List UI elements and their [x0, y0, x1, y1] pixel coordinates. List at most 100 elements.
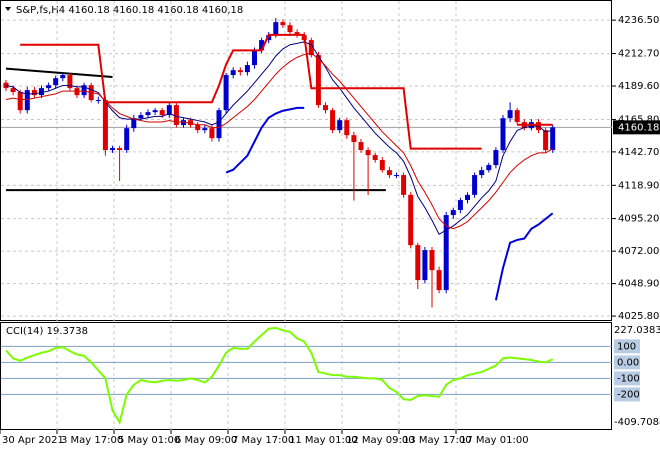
y2-tick-label: -200 [617, 389, 640, 400]
candle-body [67, 75, 73, 89]
y-tick-label: 4189.60 [618, 81, 659, 92]
candle-body [3, 82, 9, 89]
candle-body [365, 150, 371, 156]
candle-body [252, 50, 257, 66]
y-tick-label: 4095.20 [618, 214, 659, 225]
candle-body [386, 170, 392, 176]
y-tick-label: 4236.50 [618, 15, 659, 26]
cci-line [5, 326, 554, 426]
candle-body [273, 22, 279, 36]
level-label-box [614, 339, 640, 354]
candle-body [195, 125, 201, 131]
candle-body [166, 105, 172, 116]
candle-body [351, 135, 357, 143]
candle-body [372, 155, 378, 161]
candle-body [145, 112, 151, 116]
y-tick-label: 4118.90 [618, 180, 659, 191]
candle-body [138, 115, 144, 119]
candle-body [259, 40, 265, 51]
candle-body [308, 40, 314, 56]
candle-body [110, 148, 115, 151]
candle-body [102, 100, 108, 151]
candle-body [202, 128, 208, 131]
candle-body [394, 175, 399, 177]
menu-triangle [5, 7, 11, 11]
candle-body [344, 120, 350, 136]
y-tick-label: 4142.70 [618, 147, 659, 158]
candle-body [10, 88, 16, 93]
candle-body [408, 194, 414, 246]
candle-body [131, 118, 137, 129]
candle-body [550, 127, 556, 151]
candle-body [117, 148, 123, 151]
y-tick-label: 4025.80 [618, 311, 659, 322]
candle-body [443, 215, 449, 291]
y-tick-label: 4048.90 [618, 279, 659, 290]
candle-body [237, 70, 243, 73]
level-label-box [614, 371, 640, 386]
candle-body [514, 110, 520, 123]
y2-tick-label: 100 [617, 341, 636, 352]
candle-body [436, 270, 442, 291]
candle-body [287, 25, 293, 33]
indicator-line [494, 212, 554, 301]
candle-body [465, 194, 470, 201]
candle-body [457, 200, 463, 211]
level-label-box [614, 387, 640, 402]
y2-tick-label: -100 [617, 373, 640, 384]
candle-body [39, 88, 44, 96]
candle-body [280, 22, 286, 26]
candle-body [450, 210, 456, 216]
x-tick-label: 6 May 09:00 [175, 435, 237, 446]
x-tick-label: 11 May 01:00 [289, 435, 358, 446]
candle-body [159, 110, 165, 116]
level-label-box [614, 355, 640, 370]
candle-body [181, 120, 186, 126]
x-tick-label: 13 May 17:00 [403, 435, 472, 446]
x-tick-label: 30 Apr 2021 [2, 435, 64, 446]
candle-body [31, 90, 37, 96]
candle-body [53, 78, 59, 86]
last-price-label: 4160.18 [618, 122, 659, 133]
indicator-line [5, 52, 553, 230]
candle-body [422, 250, 428, 281]
candle-body [493, 150, 499, 166]
trend-line [5, 67, 113, 79]
candle-body [209, 128, 215, 139]
candle-body [17, 92, 23, 111]
candle-body [216, 110, 222, 139]
candle-body [358, 142, 364, 151]
candle-body [74, 88, 80, 96]
candle-body [24, 90, 30, 111]
x-tick-label: 7 May 17:00 [232, 435, 294, 446]
x-tick-label: 17 May 01:00 [460, 435, 529, 446]
candle-body [266, 35, 272, 41]
candle-body [223, 75, 229, 111]
indicator-line [20, 33, 482, 150]
y-tick-label: 4072.00 [618, 246, 659, 257]
candle-body [415, 245, 421, 281]
candle-body [323, 105, 328, 111]
y2-min-label: -409.7088 [614, 417, 660, 428]
last-price-box [613, 120, 660, 135]
y-tick-label: 4165.80 [618, 114, 659, 125]
candle-body [479, 170, 485, 176]
candle-body [294, 32, 300, 36]
candle-body [230, 70, 236, 76]
candle-body [337, 120, 343, 131]
candle-body [379, 160, 385, 171]
candle-body [46, 85, 52, 89]
candle-body [472, 175, 478, 195]
candle-body [507, 110, 513, 119]
cci-frame [0, 322, 612, 430]
candle-body [60, 75, 66, 79]
x-tick-label: 3 May 17:00 [61, 435, 123, 446]
main-frame [0, 0, 612, 321]
y-tick-label: 4212.70 [618, 49, 659, 60]
x-tick-label: 12 May 09:00 [346, 435, 415, 446]
y2-tick-label: 0.00 [617, 357, 639, 368]
y2-max-label: 227.0383 [614, 325, 660, 336]
candle-body [152, 110, 158, 113]
candle-body [81, 85, 87, 96]
